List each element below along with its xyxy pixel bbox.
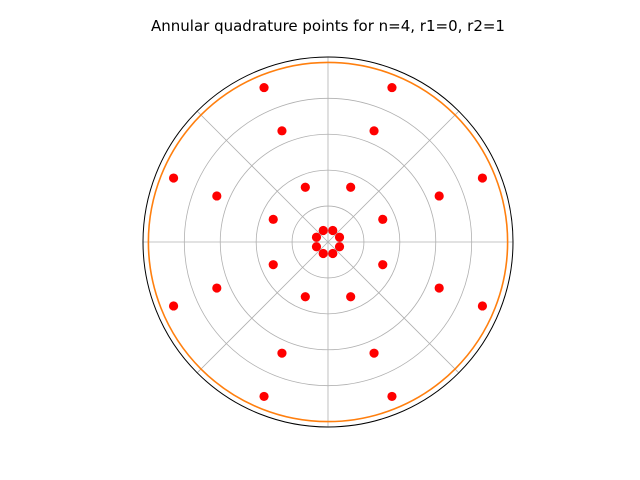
radial-gridline [219, 133, 437, 351]
chart-title: Annular quadrature points for n=4, r1=0,… [151, 17, 505, 35]
quadrature-point [477, 173, 488, 183]
radial-gridline [183, 97, 473, 387]
quadrature-point [434, 191, 444, 201]
quadrature-point [328, 248, 338, 259]
angular-gridline [327, 110, 460, 243]
quadrature-point [277, 348, 287, 358]
quadrature-point [369, 348, 379, 358]
quadrature-point [311, 242, 322, 252]
polar-frame [142, 56, 514, 428]
angular-gridline [196, 241, 329, 374]
quadrature-point [300, 292, 310, 302]
quadrature-point [259, 82, 269, 93]
quadrature-point [268, 260, 278, 270]
radial-gridline [255, 169, 401, 315]
angular-gridline [327, 241, 460, 374]
quadrature-point [300, 182, 310, 192]
radial-gridline [291, 205, 365, 279]
quadrature-point [311, 232, 322, 242]
quadrature-point [259, 391, 269, 402]
angular-gridline [196, 110, 329, 243]
quadrature-point [168, 301, 179, 311]
quadrature-point [346, 182, 356, 192]
quadrature-point [387, 82, 397, 93]
quadrature-point [328, 225, 338, 236]
quadrature-point [318, 225, 328, 236]
quadrature-point [212, 191, 222, 201]
outer-circle-line [147, 61, 509, 423]
quadrature-point [477, 301, 488, 311]
quadrature-point [387, 391, 397, 402]
quadrature-point [334, 242, 345, 252]
quadrature-point [318, 248, 328, 259]
quadrature-point [369, 126, 379, 136]
quadrature-point [346, 292, 356, 302]
polar-grid [143, 57, 513, 427]
series-layer [147, 61, 509, 423]
quadrature-point [334, 232, 345, 242]
quadrature-point [212, 283, 222, 293]
quadrature-point [168, 173, 179, 183]
quadrature-point [268, 214, 278, 224]
quadrature-point [378, 214, 388, 224]
quadrature-point [277, 126, 287, 136]
quadrature-point [378, 260, 388, 270]
quadrature-point [434, 283, 444, 293]
